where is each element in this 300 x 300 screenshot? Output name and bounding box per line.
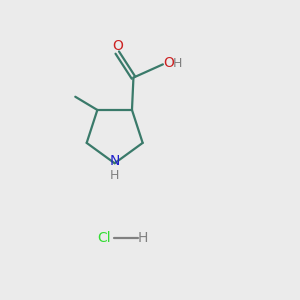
Text: O: O	[112, 39, 123, 53]
Text: H: H	[137, 231, 148, 245]
Text: H: H	[172, 57, 182, 70]
Text: N: N	[110, 154, 120, 168]
Text: H: H	[110, 169, 119, 182]
Text: Cl: Cl	[98, 231, 111, 245]
Text: O: O	[164, 56, 174, 70]
